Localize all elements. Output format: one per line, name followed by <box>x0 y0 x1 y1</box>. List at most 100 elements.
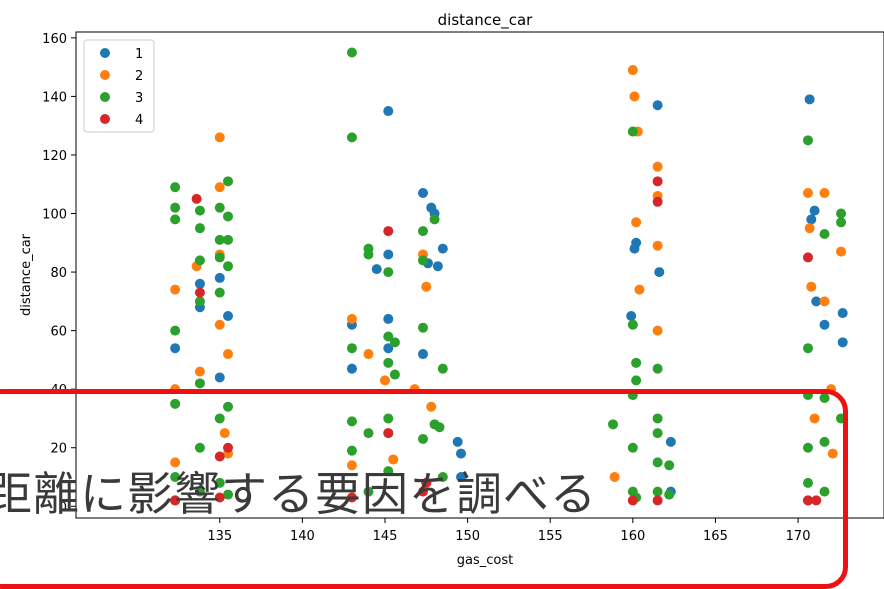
point-series-3 <box>223 489 234 500</box>
point-series-2 <box>346 313 357 324</box>
point-series-1 <box>452 436 463 447</box>
point-series-3 <box>223 234 234 245</box>
point-series-3 <box>652 363 663 374</box>
point-series-2 <box>214 182 225 193</box>
point-series-2 <box>819 296 830 307</box>
y-tick-label: 0 <box>59 500 67 515</box>
point-series-3 <box>346 47 357 58</box>
point-series-3 <box>437 472 448 483</box>
point-series-1 <box>665 436 676 447</box>
y-tick-label: 20 <box>50 442 67 457</box>
point-series-3 <box>434 422 445 433</box>
point-series-2 <box>388 454 399 465</box>
point-series-3 <box>429 214 440 225</box>
point-series-1 <box>383 249 394 260</box>
legend-label-2: 2 <box>135 69 143 84</box>
point-series-3 <box>223 211 234 222</box>
point-series-2 <box>827 448 838 459</box>
point-series-4 <box>421 477 432 488</box>
point-series-3 <box>383 413 394 424</box>
x-tick-label: 140 <box>290 529 315 544</box>
legend-marker-2 <box>100 70 110 80</box>
point-series-3 <box>346 445 357 456</box>
point-series-3 <box>346 132 357 143</box>
y-axis-label: distance_car <box>19 233 34 316</box>
point-series-3 <box>802 343 813 354</box>
point-series-3 <box>170 214 181 225</box>
point-series-3 <box>802 442 813 453</box>
x-tick-label: 160 <box>620 529 645 544</box>
point-series-2 <box>627 65 638 76</box>
x-tick-label: 155 <box>538 529 563 544</box>
point-series-3 <box>819 486 830 497</box>
point-series-1 <box>819 319 830 330</box>
point-series-3 <box>223 176 234 187</box>
point-series-3 <box>214 287 225 298</box>
point-series-3 <box>170 472 181 483</box>
point-series-3 <box>417 433 428 444</box>
point-series-2 <box>629 91 640 102</box>
point-series-2 <box>836 246 847 257</box>
point-series-2 <box>379 375 390 386</box>
point-series-2 <box>223 349 234 360</box>
x-tick-label: 170 <box>786 529 811 544</box>
point-series-2 <box>194 366 205 377</box>
point-series-3 <box>836 217 847 228</box>
y-tick-label: 120 <box>42 149 67 164</box>
point-series-1 <box>455 448 466 459</box>
legend: 1 2 3 4 <box>83 39 155 133</box>
point-series-1 <box>383 313 394 324</box>
point-series-3 <box>223 401 234 412</box>
point-series-1 <box>417 349 428 360</box>
point-series-3 <box>389 337 400 348</box>
point-series-3 <box>802 135 813 146</box>
point-series-2 <box>806 281 817 292</box>
point-series-2 <box>609 472 620 483</box>
point-series-2 <box>631 217 642 228</box>
y-tick-label: 60 <box>50 325 67 340</box>
scatter-chart: 135 140 145 150 155 160 165 170 020406080100120… <box>19 11 884 568</box>
legend-label-3: 3 <box>135 91 143 106</box>
point-series-2 <box>652 240 663 251</box>
point-series-1 <box>806 214 817 225</box>
point-series-2 <box>426 401 437 412</box>
point-series-3 <box>627 126 638 137</box>
point-series-4 <box>802 495 813 506</box>
point-series-3 <box>383 466 394 477</box>
point-series-3 <box>383 357 394 368</box>
point-series-3 <box>836 208 847 219</box>
point-series-4 <box>214 451 225 462</box>
point-series-3 <box>170 398 181 409</box>
point-series-3 <box>170 325 181 336</box>
point-series-2 <box>819 188 830 199</box>
point-series-3 <box>631 357 642 368</box>
legend-marker-3 <box>100 92 110 102</box>
point-series-2 <box>802 188 813 199</box>
x-tick-label: 165 <box>703 529 728 544</box>
point-series-2 <box>363 349 374 360</box>
point-series-3 <box>819 229 830 240</box>
point-series-3 <box>346 343 357 354</box>
point-series-4 <box>652 196 663 207</box>
point-series-3 <box>223 261 234 272</box>
point-series-3 <box>346 416 357 427</box>
point-series-1 <box>811 296 822 307</box>
x-tick-label: 135 <box>207 529 232 544</box>
point-series-4 <box>811 495 822 506</box>
point-series-1 <box>371 264 382 275</box>
point-series-3 <box>652 486 663 497</box>
point-series-4 <box>194 287 205 298</box>
point-series-3 <box>417 226 428 237</box>
chart-title: distance_car <box>438 11 533 30</box>
point-series-1 <box>652 100 663 111</box>
x-axis: 135 140 145 150 155 160 165 170 <box>207 518 810 544</box>
overlay-caption: 距離に影響する要因を調べる <box>0 467 597 521</box>
point-series-3 <box>194 255 205 266</box>
point-series-1 <box>437 243 448 254</box>
point-series-3 <box>363 486 374 497</box>
point-series-3 <box>417 322 428 333</box>
x-tick-label: 145 <box>373 529 398 544</box>
point-series-3 <box>389 369 400 380</box>
point-series-3 <box>608 419 619 430</box>
point-series-3 <box>819 436 830 447</box>
